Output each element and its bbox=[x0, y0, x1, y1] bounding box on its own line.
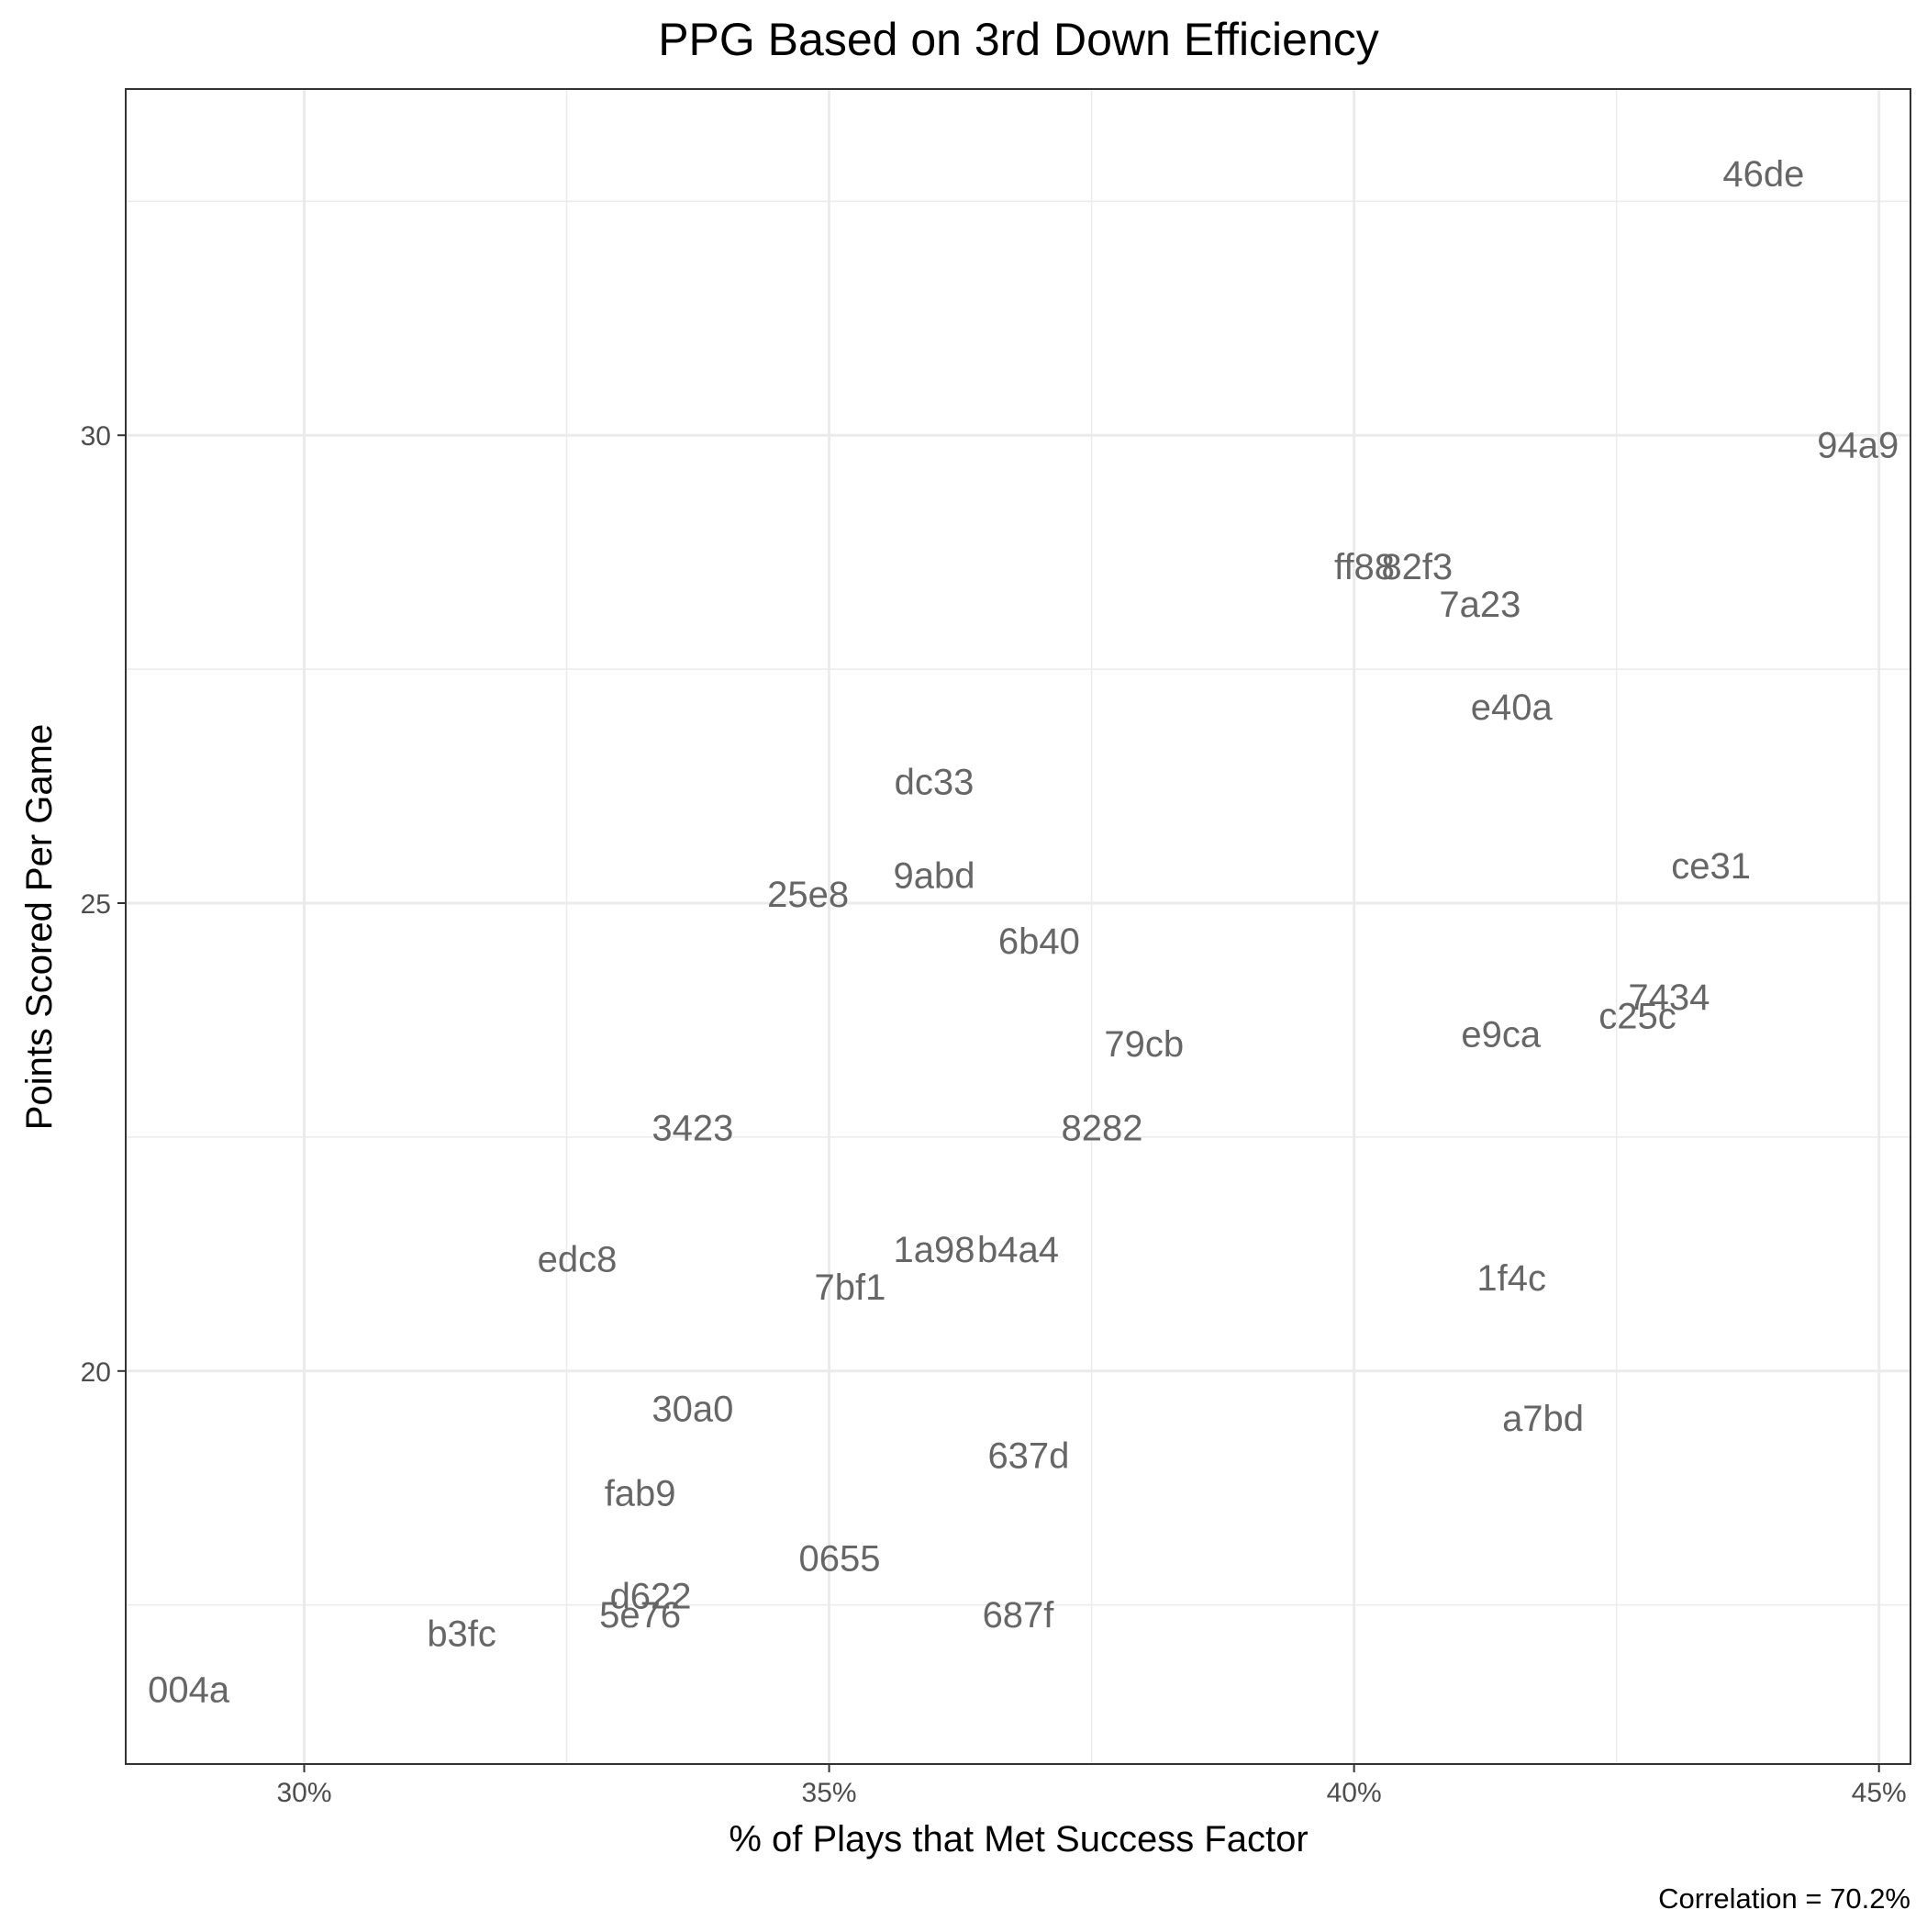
point-label-7434: 7434 bbox=[1628, 977, 1710, 1018]
point-label-1f4c: 1f4c bbox=[1476, 1258, 1546, 1299]
point-label-0655: 0655 bbox=[799, 1539, 881, 1580]
point-label-e9ca: e9ca bbox=[1461, 1015, 1541, 1055]
x-tick-label: 40% bbox=[1327, 1778, 1382, 1808]
point-label-d622: d622 bbox=[610, 1576, 692, 1616]
point-label-fab9: fab9 bbox=[605, 1473, 676, 1513]
point-label-c25c: c25c bbox=[1598, 996, 1676, 1036]
point-label-1a98: 1a98 bbox=[893, 1230, 975, 1270]
point-label-687f: 687f bbox=[983, 1595, 1055, 1636]
x-axis-title: % of Plays that Met Success Factor bbox=[729, 1819, 1308, 1859]
point-label-ce31: ce31 bbox=[1671, 846, 1751, 887]
y-tick-label: 30 bbox=[81, 421, 111, 452]
point-label-82f3: 82f3 bbox=[1381, 547, 1453, 587]
point-label-7a23: 7a23 bbox=[1439, 585, 1520, 625]
x-tick-label: 30% bbox=[276, 1778, 331, 1808]
point-label-ff88: ff88 bbox=[1334, 547, 1395, 587]
x-tick-label: 35% bbox=[802, 1778, 857, 1808]
point-label-e40a: e40a bbox=[1471, 687, 1554, 728]
point-label-7bf1: 7bf1 bbox=[815, 1268, 886, 1308]
point-label-9abd: 9abd bbox=[893, 855, 975, 896]
point-label-6b40: 6b40 bbox=[998, 921, 1080, 962]
panel-border bbox=[125, 88, 1911, 1765]
grid-layer bbox=[126, 89, 1910, 1764]
point-label-79cb: 79cb bbox=[1104, 1024, 1184, 1065]
point-label-94a9: 94a9 bbox=[1817, 425, 1899, 465]
y-axis-title: Points Scored Per Game bbox=[19, 724, 60, 1130]
point-label-a7bd: a7bd bbox=[1502, 1399, 1584, 1439]
x-tick-label: 45% bbox=[1852, 1778, 1907, 1808]
point-label-5e76: 5e76 bbox=[599, 1595, 681, 1636]
point-label-dc33: dc33 bbox=[895, 762, 975, 802]
point-label-637d: 637d bbox=[987, 1436, 1069, 1477]
point-label-8282: 8282 bbox=[1062, 1109, 1143, 1149]
y-tick-label: 25 bbox=[81, 889, 111, 920]
point-label-b3fc: b3fc bbox=[427, 1614, 496, 1654]
point-label-46de: 46de bbox=[1722, 154, 1804, 195]
y-tick-label: 20 bbox=[81, 1357, 111, 1388]
tick-layer: 30% 35% 40% 45% 20 25 30 bbox=[81, 421, 1907, 1808]
correlation-caption: Correlation = 70.2% bbox=[1658, 1882, 1910, 1915]
point-label-25e8: 25e8 bbox=[767, 875, 849, 915]
point-label-edc8: edc8 bbox=[538, 1239, 618, 1279]
point-label-b4a4: b4a4 bbox=[977, 1230, 1059, 1270]
chart-title: PPG Based on 3rd Down Efficiency bbox=[658, 14, 1379, 65]
point-label-004a: 004a bbox=[148, 1670, 230, 1710]
point-label-3423: 3423 bbox=[652, 1109, 733, 1149]
point-label-30a0: 30a0 bbox=[652, 1390, 733, 1430]
